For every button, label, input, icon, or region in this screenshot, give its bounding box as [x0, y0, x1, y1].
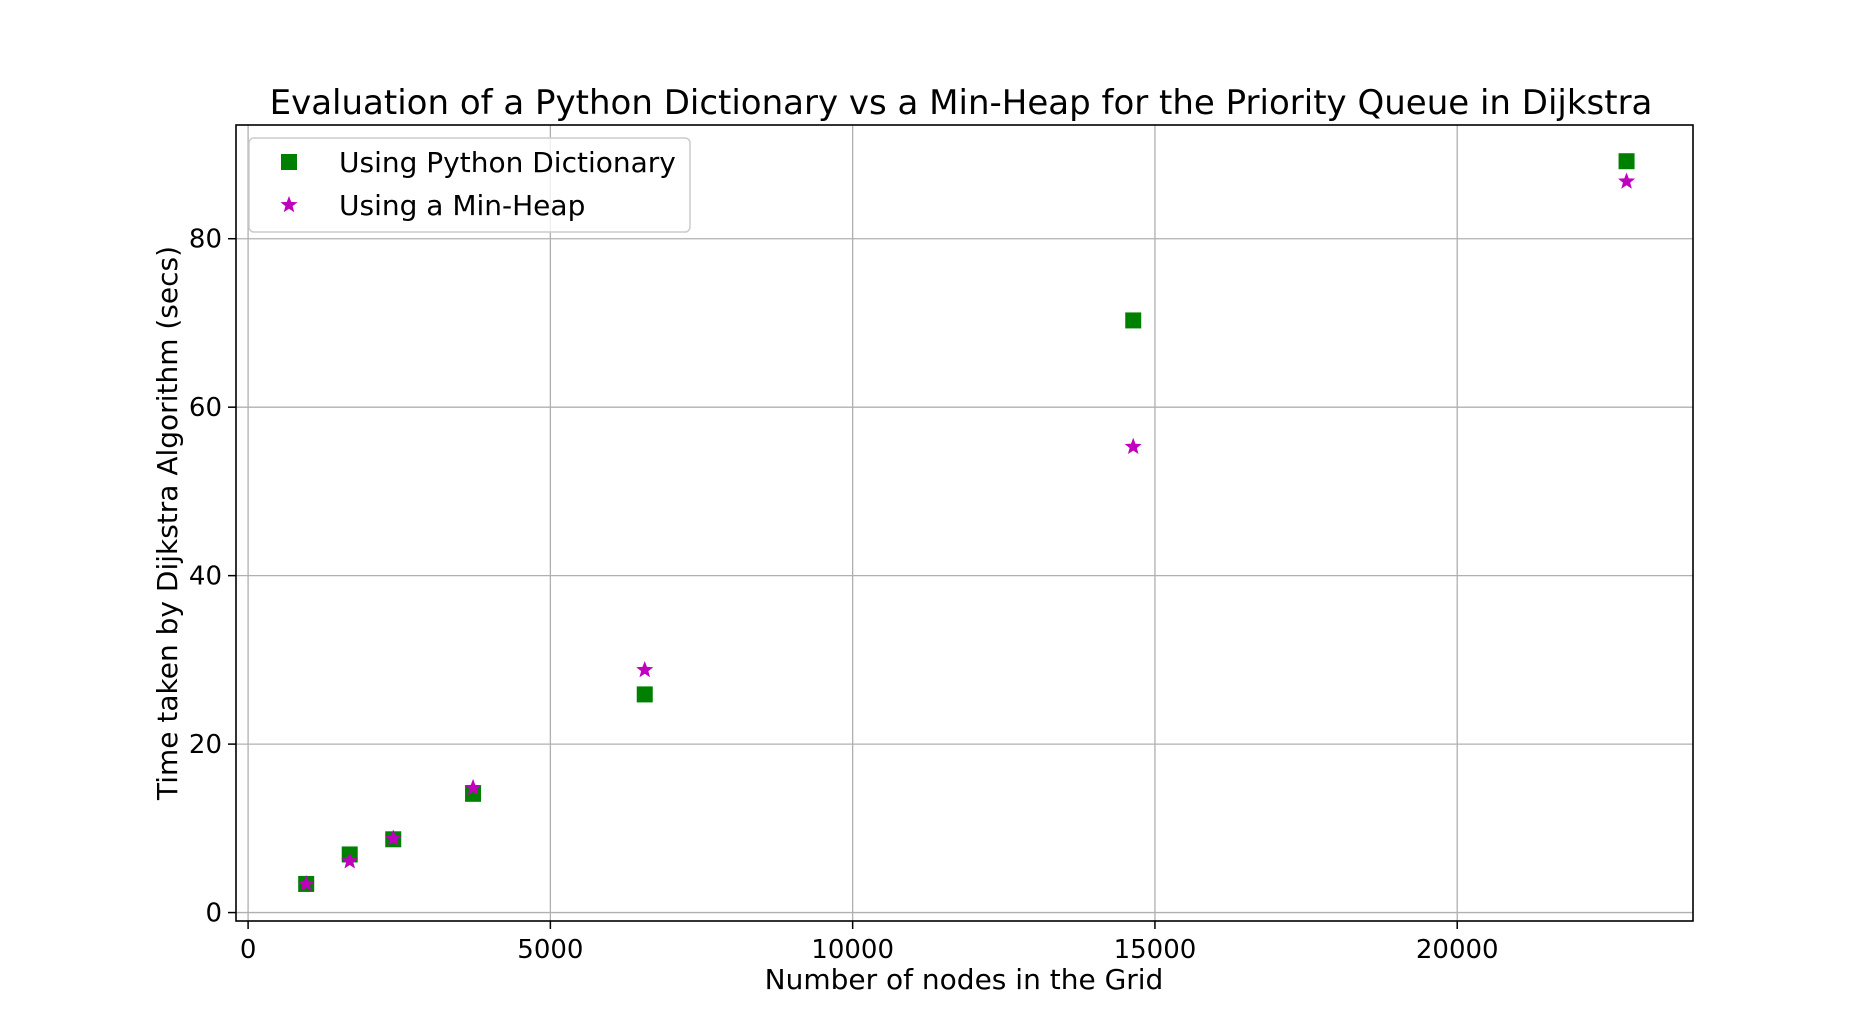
legend-square-marker — [281, 154, 297, 170]
y-tick-label: 60 — [189, 393, 222, 423]
data-markers — [297, 153, 1636, 892]
min-heap-data-point — [464, 778, 482, 796]
x-tick-label: 10000 — [811, 935, 894, 965]
dictionary-data-point — [636, 686, 653, 703]
x-tick-label: 20000 — [1416, 935, 1499, 965]
y-tick-label: 20 — [189, 730, 222, 760]
y-tick-label: 80 — [189, 225, 222, 255]
x-tick-label: 0 — [240, 935, 257, 965]
y-axis-label: Time taken by Dijkstra Algorithm (secs) — [151, 246, 184, 801]
legend-label-dictionary: Using Python Dictionary — [339, 146, 676, 179]
dictionary-data-point — [1125, 312, 1142, 329]
min-heap-data-point — [297, 874, 315, 892]
x-axis-label: Number of nodes in the Grid — [765, 963, 1164, 996]
legend-box — [248, 137, 691, 233]
axis-ticks: 0 5000 10000 15000 20000 0 20 40 60 80 — [189, 225, 1499, 965]
dictionary-data-point — [465, 785, 482, 802]
min-heap-data-point — [1618, 172, 1636, 189]
min-heap-data-point — [1124, 437, 1142, 455]
legend-star-marker — [280, 196, 298, 213]
grid-lines — [236, 125, 1693, 921]
chart-title: Evaluation of a Python Dictionary vs a M… — [270, 83, 1653, 123]
min-heap-data-point — [384, 829, 402, 846]
min-heap-data-point — [636, 660, 654, 678]
legend-label-min-heap: Using a Min-Heap — [339, 189, 585, 222]
x-tick-label: 15000 — [1114, 935, 1197, 965]
x-tick-label: 5000 — [517, 935, 583, 965]
min-heap-data-point — [341, 852, 359, 869]
legend: Using Python Dictionary Using a Min-Heap — [248, 137, 691, 233]
dictionary-data-point — [1618, 153, 1635, 170]
y-tick-label: 0 — [205, 899, 222, 929]
y-tick-label: 40 — [189, 562, 222, 592]
plot-area-frame — [235, 124, 1694, 922]
